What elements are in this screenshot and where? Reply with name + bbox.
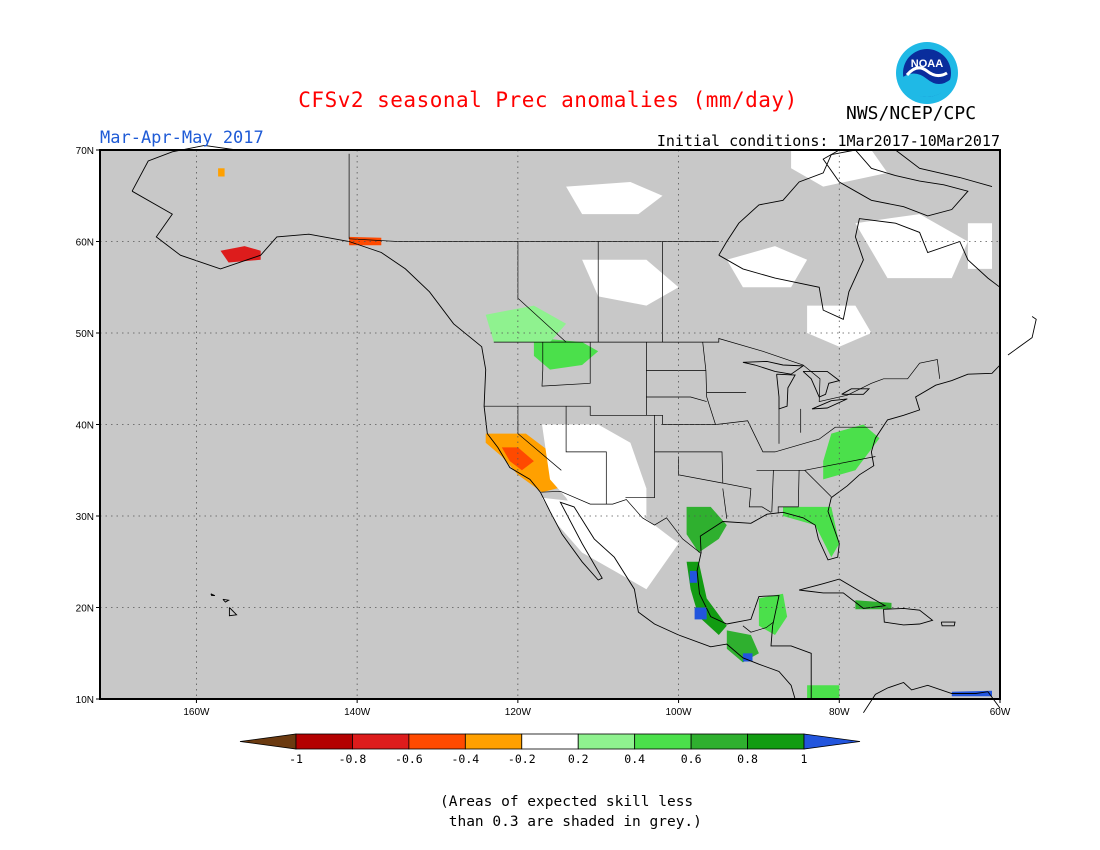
noaa-logo: NOAA <box>896 42 958 104</box>
anomaly-region-mexico-near-normal <box>542 497 679 590</box>
colorbar-label: 0.8 <box>737 752 758 766</box>
anomaly-region-labrador-near-normal <box>967 223 992 269</box>
anomaly-region-yucatan-wet <box>758 593 788 635</box>
colorbar: -1 -0.8 -0.6 -0.4 -0.2 0.2 0.4 0.6 0.8 1 <box>239 733 861 766</box>
organization-label: NWS/NCEP/CPC <box>846 103 977 124</box>
colorbar-label: -1 <box>289 752 303 766</box>
coastline-19 <box>1007 316 1037 356</box>
coastline-1 <box>696 364 1001 699</box>
anomaly-region-hudson-bay-west-near-normal <box>726 246 808 288</box>
colorbar-segment <box>352 733 410 750</box>
border-13 <box>722 488 728 519</box>
anomaly-region-veracruz-very-wet <box>694 607 707 620</box>
lat-tick-label: 70N <box>76 146 94 157</box>
initial-conditions-label: Initial conditions: 1Mar2017-10Mar2017 <box>656 132 1000 150</box>
border-0 <box>493 338 941 403</box>
colorbar-segment <box>634 733 692 750</box>
anomaly-region-guatemala-very-wet <box>742 653 753 662</box>
coastline-17 <box>895 149 993 188</box>
map-axes: 160W 140W 120W 100W 80W 60W 10N 20N 30N 40N 50N 60N… <box>76 146 1011 718</box>
coastline-12 <box>940 621 956 627</box>
coastline-18 <box>822 149 969 217</box>
lat-tick-label: 20N <box>76 604 94 615</box>
lat-tick-label: 10N <box>76 695 94 706</box>
colorbar-label: 0.6 <box>681 752 702 766</box>
map-frame <box>99 149 1001 700</box>
anomaly-region-prairies-near-normal <box>582 259 679 306</box>
lon-tick-label: 120W <box>505 707 532 718</box>
anomaly-region-canada-north-near-normal <box>566 182 663 215</box>
coastline-4 <box>131 144 237 192</box>
lon-tick-label: 160W <box>183 707 210 718</box>
border-11 <box>654 451 772 513</box>
colorbar-segment <box>295 733 353 750</box>
border-22 <box>646 396 707 402</box>
lat-tick-label: 30N <box>76 512 94 523</box>
border-3 <box>742 621 774 633</box>
anomaly-region-northern-rockies-wet <box>533 337 599 370</box>
coastline-3 <box>718 149 856 256</box>
coastline-16 <box>210 593 216 597</box>
lon-tick-label: 60W <box>990 707 1011 718</box>
border-9 <box>625 415 655 499</box>
coastline-11 <box>883 607 934 626</box>
colorbar-label: -0.8 <box>339 752 367 766</box>
anomaly-region-tamaulipas-very-wet <box>689 570 698 583</box>
colorbar-label: 0.2 <box>568 752 589 766</box>
skill-footnote: (Areas of expected skill less than 0.3 a… <box>440 794 702 830</box>
border-10 <box>702 342 716 425</box>
coastline-14 <box>228 607 238 617</box>
border-6 <box>541 342 591 387</box>
coastline-2 <box>718 218 1001 320</box>
lon-tick-label: 100W <box>666 707 693 718</box>
colorbar-lower-arrow <box>239 733 297 750</box>
coastline-10 <box>798 578 887 609</box>
colorbar-label: 0.4 <box>624 752 645 766</box>
colorbar-segment <box>464 733 523 750</box>
coastline-0 <box>131 190 796 700</box>
coastline-15 <box>222 598 230 603</box>
noaa-logo-text: NOAA <box>911 58 943 70</box>
lat-tick-label: 40N <box>76 421 94 432</box>
coastline-8 <box>811 398 848 410</box>
lon-tick-label: 80W <box>829 707 850 718</box>
coastline-13 <box>863 681 1001 713</box>
map-title: CFSv2 seasonal Prec anomalies (mm/day) <box>0 88 1100 112</box>
colorbar-label: -0.6 <box>395 752 423 766</box>
border-8 <box>565 406 607 505</box>
coastline-5 <box>742 360 805 375</box>
lat-tick-label: 60N <box>76 238 94 249</box>
anomaly-region-texas-gulf-wet <box>686 506 727 553</box>
colorbar-label: 1 <box>801 752 808 766</box>
colorbar-segment <box>408 733 466 750</box>
coastline-9 <box>841 388 871 395</box>
coastline-7 <box>802 370 841 398</box>
anomaly-region-quebec-near-normal <box>855 214 968 279</box>
border-19 <box>804 470 832 498</box>
coastline-6 <box>776 373 796 410</box>
map-title-text: CFSv2 seasonal Prec anomalies (mm/day) <box>298 88 798 112</box>
colorbar-segment <box>747 733 805 750</box>
anomaly-region-cuba-hispaniola-wet <box>855 600 892 610</box>
border-17 <box>777 470 800 514</box>
forecast-period: Mar-Apr-May 2017 <box>100 128 264 148</box>
border-2 <box>541 490 702 554</box>
anomaly-region-se-alaska-dry <box>349 236 382 246</box>
anomaly-region-florida-wet <box>783 506 840 558</box>
colorbar-label: -0.2 <box>508 752 536 766</box>
anomaly-region-central-america-wet <box>807 685 840 699</box>
map-panel[interactable] <box>100 144 1037 713</box>
anomaly-region-alaska-north-dry <box>218 168 225 177</box>
lat-tick-label: 50N <box>76 329 94 340</box>
colorbar-segment <box>521 733 579 750</box>
border-18 <box>771 470 774 513</box>
colorbar-segment <box>577 733 636 750</box>
anomaly-region-mid-atlantic-wet <box>823 424 880 480</box>
lon-tick-label: 140W <box>344 707 371 718</box>
colorbar-label: -0.4 <box>451 752 479 766</box>
colorbar-upper-arrow <box>803 733 861 750</box>
colorbar-segment <box>690 733 748 750</box>
